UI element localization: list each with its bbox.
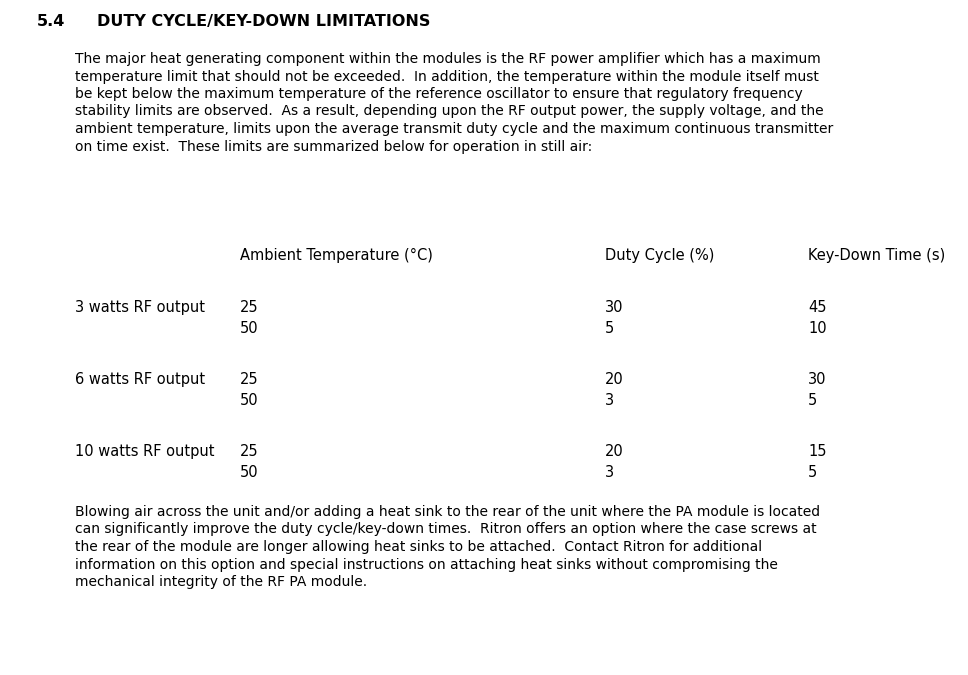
Text: Key-Down Time (s): Key-Down Time (s): [808, 248, 945, 263]
Text: Duty Cycle (%): Duty Cycle (%): [605, 248, 714, 263]
Text: 30: 30: [808, 372, 827, 387]
Text: 25: 25: [240, 300, 258, 315]
Text: 3: 3: [605, 393, 614, 408]
Text: the rear of the module are longer allowing heat sinks to be attached.  Contact R: the rear of the module are longer allowi…: [75, 540, 762, 554]
Text: Ambient Temperature (°C): Ambient Temperature (°C): [240, 248, 433, 263]
Text: 50: 50: [240, 393, 258, 408]
Text: 10: 10: [808, 321, 827, 336]
Text: information on this option and special instructions on attaching heat sinks with: information on this option and special i…: [75, 558, 778, 572]
Text: 6 watts RF output: 6 watts RF output: [75, 372, 205, 387]
Text: 5: 5: [605, 321, 615, 336]
Text: 10 watts RF output: 10 watts RF output: [75, 444, 215, 459]
Text: 3 watts RF output: 3 watts RF output: [75, 300, 205, 315]
Text: 45: 45: [808, 300, 827, 315]
Text: 20: 20: [605, 372, 623, 387]
Text: 50: 50: [240, 465, 258, 480]
Text: DUTY CYCLE/KEY-DOWN LIMITATIONS: DUTY CYCLE/KEY-DOWN LIMITATIONS: [97, 14, 431, 29]
Text: can significantly improve the duty cycle/key-down times.  Ritron offers an optio: can significantly improve the duty cycle…: [75, 522, 817, 537]
Text: 5: 5: [808, 393, 817, 408]
Text: Blowing air across the unit and/or adding a heat sink to the rear of the unit wh: Blowing air across the unit and/or addin…: [75, 505, 820, 519]
Text: temperature limit that should not be exceeded.  In addition, the temperature wit: temperature limit that should not be exc…: [75, 70, 819, 84]
Text: be kept below the maximum temperature of the reference oscillator to ensure that: be kept below the maximum temperature of…: [75, 87, 802, 101]
Text: 25: 25: [240, 444, 258, 459]
Text: 50: 50: [240, 321, 258, 336]
Text: on time exist.  These limits are summarized below for operation in still air:: on time exist. These limits are summariz…: [75, 140, 592, 153]
Text: 25: 25: [240, 372, 258, 387]
Text: 20: 20: [605, 444, 623, 459]
Text: The major heat generating component within the modules is the RF power amplifier: The major heat generating component with…: [75, 52, 821, 66]
Text: mechanical integrity of the RF PA module.: mechanical integrity of the RF PA module…: [75, 575, 367, 589]
Text: ambient temperature, limits upon the average transmit duty cycle and the maximum: ambient temperature, limits upon the ave…: [75, 122, 833, 136]
Text: 5.4: 5.4: [37, 14, 66, 29]
Text: stability limits are observed.  As a result, depending upon the RF output power,: stability limits are observed. As a resu…: [75, 105, 824, 119]
Text: 15: 15: [808, 444, 827, 459]
Text: 3: 3: [605, 465, 614, 480]
Text: 30: 30: [605, 300, 623, 315]
Text: 5: 5: [808, 465, 817, 480]
